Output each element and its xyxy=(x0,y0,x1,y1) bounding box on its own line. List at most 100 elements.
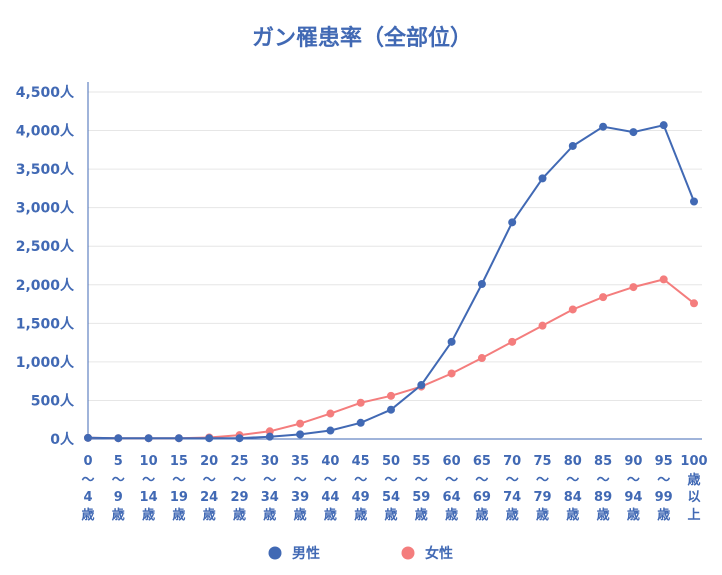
x-tick-label-part: 歳 xyxy=(506,507,519,523)
x-tick-label-part: 85 xyxy=(594,454,612,469)
y-tick-label: 1,500人 xyxy=(16,315,75,332)
x-tick-label-part: 以 xyxy=(687,490,700,505)
x-tick-label-part: 65 xyxy=(473,454,491,469)
x-tick-label-part: 5 xyxy=(114,454,123,469)
x-tick-label: 40 〜 44 歳 xyxy=(321,454,339,523)
y-tick-label: 3,500人 xyxy=(16,161,75,178)
x-tick-label-part: 歳 xyxy=(142,507,155,523)
data-point xyxy=(599,122,608,131)
series-line xyxy=(87,278,695,440)
x-tick-label: 30 〜 34 歳 xyxy=(261,454,279,523)
data-point xyxy=(599,293,608,302)
x-tick-label-part: 〜 xyxy=(384,473,397,488)
x-tick-label-part: 歳 xyxy=(687,472,700,488)
x-tick-label-part: 〜 xyxy=(445,473,458,488)
data-point xyxy=(296,430,305,439)
y-tick-label: 0人 xyxy=(50,431,75,448)
x-tick-label-part: 10 xyxy=(140,454,158,469)
data-point xyxy=(477,354,486,363)
x-tick-label-part: 〜 xyxy=(657,473,670,488)
data-point xyxy=(659,121,668,130)
x-tick-label: 50 〜 54 歳 xyxy=(382,454,400,523)
data-point xyxy=(326,409,335,418)
x-tick-label: 0 〜 4 歳 xyxy=(81,454,94,523)
x-tick-label-part: 〜 xyxy=(324,473,337,488)
x-tick-label-part: 39 xyxy=(291,490,309,505)
x-tick-label-part: 29 xyxy=(230,490,248,505)
x-tick-label-part: 90 xyxy=(624,454,642,469)
data-point xyxy=(235,434,244,443)
data-point xyxy=(538,321,547,330)
x-tick-label-part: 歳 xyxy=(203,507,216,523)
x-tick-label-part: 70 xyxy=(503,454,521,469)
x-tick-label-part: 〜 xyxy=(142,473,155,488)
x-tick-label: 60 〜 64 歳 xyxy=(443,454,461,523)
x-tick-label-part: 歳 xyxy=(112,507,125,523)
x-tick-label-part: 歳 xyxy=(475,507,488,523)
x-axis: 0〜4歳5〜9歳10〜14歳15〜19歳20〜24歳25〜29歳30〜34歳35… xyxy=(81,438,708,523)
series-1 xyxy=(84,275,698,443)
x-tick-label-part: 歳 xyxy=(566,507,579,523)
x-tick-label-part: 〜 xyxy=(354,473,367,488)
x-tick-label-part: 歳 xyxy=(415,507,428,523)
x-tick-label-part: 〜 xyxy=(112,473,125,488)
x-tick-label-part: 19 xyxy=(170,490,188,505)
x-tick-label-part: 40 xyxy=(321,454,339,469)
legend-item: 女性 xyxy=(401,545,453,562)
x-tick-label-part: 歳 xyxy=(324,507,337,523)
data-point xyxy=(387,391,395,400)
x-tick-label: 95 〜 99 歳 xyxy=(655,454,673,523)
data-point xyxy=(477,280,486,289)
data-point xyxy=(356,418,365,427)
x-tick-label-part: 4 xyxy=(83,490,92,505)
legend-item: 男性 xyxy=(268,545,320,562)
x-tick-label-part: 〜 xyxy=(203,473,216,488)
x-tick-label: 45 〜 49 歳 xyxy=(352,454,370,523)
x-tick-label-part: 〜 xyxy=(172,473,185,488)
x-tick-label-part: 歳 xyxy=(627,507,640,523)
x-tick-label: 35 〜 39 歳 xyxy=(291,454,309,523)
series-0 xyxy=(84,121,698,443)
x-tick-label: 75 〜 79 歳 xyxy=(533,454,551,523)
x-tick-label-part: 79 xyxy=(533,490,551,505)
x-tick-label: 5 〜 9 歳 xyxy=(112,454,125,523)
x-tick-label-part: 歳 xyxy=(81,507,94,523)
x-tick-label-part: 歳 xyxy=(172,507,185,523)
x-tick-label-part: 24 xyxy=(200,490,218,505)
x-tick-label-part: 35 xyxy=(291,454,309,469)
x-tick-label-part: 歳 xyxy=(445,507,458,523)
x-tick-label: 85 〜 89 歳 xyxy=(594,454,612,523)
y-tick-label: 2,500人 xyxy=(16,238,75,255)
x-tick-label-part: 〜 xyxy=(475,473,488,488)
x-tick-label-part: 84 xyxy=(564,490,582,505)
data-point xyxy=(690,197,698,206)
legend-label: 男性 xyxy=(292,545,320,562)
x-tick-label: 55 〜 59 歳 xyxy=(412,454,430,523)
x-tick-label-part: 〜 xyxy=(263,473,276,488)
x-tick-label-part: 25 xyxy=(230,454,248,469)
x-tick-label-part: 45 xyxy=(352,454,370,469)
data-point xyxy=(629,128,638,137)
data-point xyxy=(690,299,698,308)
x-tick-label-part: 歳 xyxy=(384,507,397,523)
data-point xyxy=(538,174,547,183)
x-tick-label-part: 〜 xyxy=(294,473,307,488)
data-point xyxy=(296,419,305,428)
x-tick-label-part: 〜 xyxy=(81,473,94,488)
x-tick-label-part: 〜 xyxy=(566,473,579,488)
x-tick-label: 100 歳以上 xyxy=(680,454,707,523)
chart-title: ガン罹患率（全部位） xyxy=(252,25,472,51)
data-point xyxy=(265,432,274,441)
data-point xyxy=(629,283,638,292)
x-tick-label-part: 歳 xyxy=(294,507,307,523)
x-tick-label-part: 34 xyxy=(261,490,279,505)
x-tick-label-part: 〜 xyxy=(627,473,640,488)
x-tick-label-part: 89 xyxy=(594,490,612,505)
x-tick-label-part: 14 xyxy=(140,490,158,505)
gridlines xyxy=(88,91,702,401)
x-tick-label: 20 〜 24 歳 xyxy=(200,454,218,523)
x-tick-label-part: 54 xyxy=(382,490,400,505)
data-point xyxy=(174,434,183,443)
legend: 男性 女性 xyxy=(268,545,453,562)
